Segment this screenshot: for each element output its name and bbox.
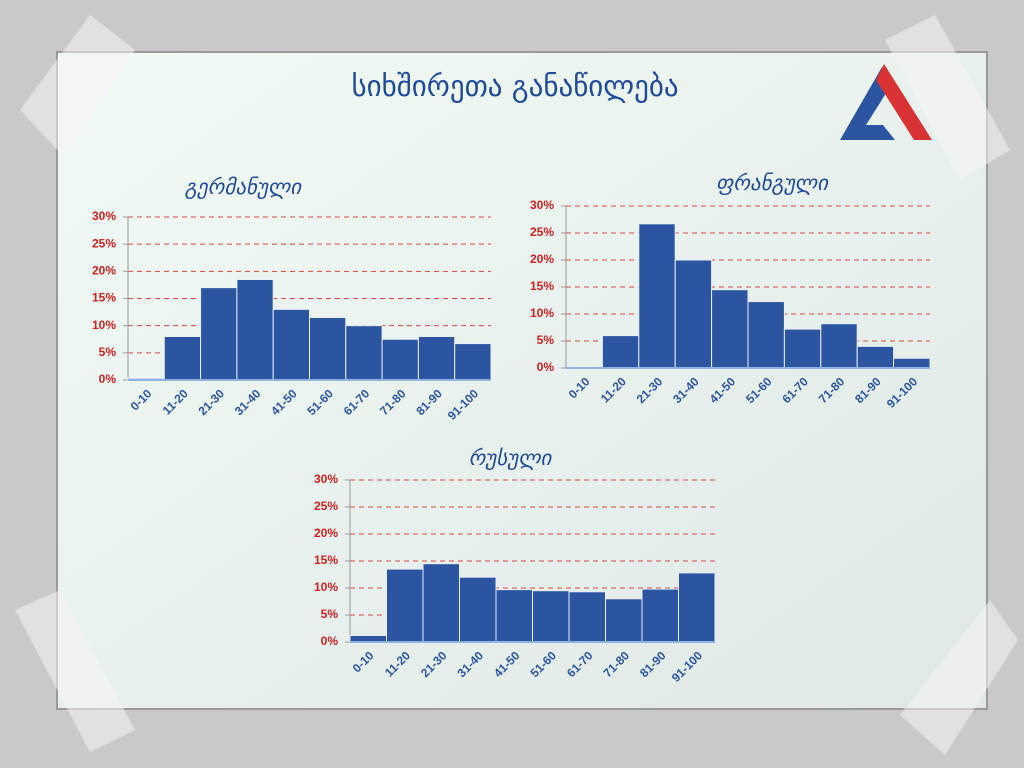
y-tick-label: 20% [314, 526, 338, 540]
y-tick-label: 25% [314, 499, 338, 513]
y-tick-label: 15% [314, 553, 338, 567]
y-tick-label: 0% [537, 360, 555, 374]
bar [386, 568, 424, 643]
bar [641, 588, 679, 643]
bar [163, 336, 202, 381]
y-tick-label: 30% [314, 472, 338, 486]
y-tick-label: 20% [530, 252, 554, 266]
bar [532, 590, 570, 643]
bar [674, 259, 713, 369]
bar [345, 325, 383, 381]
y-tick-label: 5% [99, 345, 117, 359]
y-tick-label: 10% [314, 580, 338, 594]
bar [605, 598, 643, 643]
bar [856, 345, 895, 369]
chart-title: გერმანული [185, 175, 303, 199]
bar [236, 278, 274, 381]
y-tick-label: 10% [92, 318, 116, 332]
chart-title: რუსული [469, 446, 553, 470]
y-tick-label: 15% [92, 291, 116, 305]
bar [417, 336, 456, 381]
bar [309, 317, 347, 381]
bar [272, 308, 311, 381]
chart-title: ფრანგული [716, 171, 829, 195]
bar [893, 357, 931, 369]
y-tick-label: 30% [530, 198, 554, 212]
y-tick-label: 0% [99, 372, 117, 386]
y-tick-label: 25% [530, 225, 554, 239]
y-tick-label: 30% [92, 209, 116, 223]
logo [840, 64, 932, 140]
y-tick-label: 10% [530, 306, 554, 320]
tape [15, 15, 1018, 755]
bar [495, 589, 533, 643]
y-tick-label: 15% [530, 279, 554, 293]
bar [711, 289, 749, 369]
bar [568, 591, 606, 643]
bar [454, 343, 492, 381]
bar [381, 338, 419, 381]
y-tick-label: 0% [321, 634, 339, 648]
bar [200, 287, 238, 381]
bar [820, 323, 858, 369]
bar [783, 328, 822, 369]
bar [422, 563, 460, 643]
y-tick-label: 20% [92, 264, 116, 278]
bar [459, 576, 497, 643]
bar [678, 572, 716, 643]
bar [638, 223, 676, 369]
bar [601, 335, 640, 369]
y-tick-label: 5% [321, 607, 339, 621]
y-tick-label: 25% [92, 236, 116, 250]
bar [747, 301, 785, 369]
slide-title: სიხშირეთა განაწილება [351, 69, 678, 103]
y-tick-label: 5% [537, 333, 555, 347]
